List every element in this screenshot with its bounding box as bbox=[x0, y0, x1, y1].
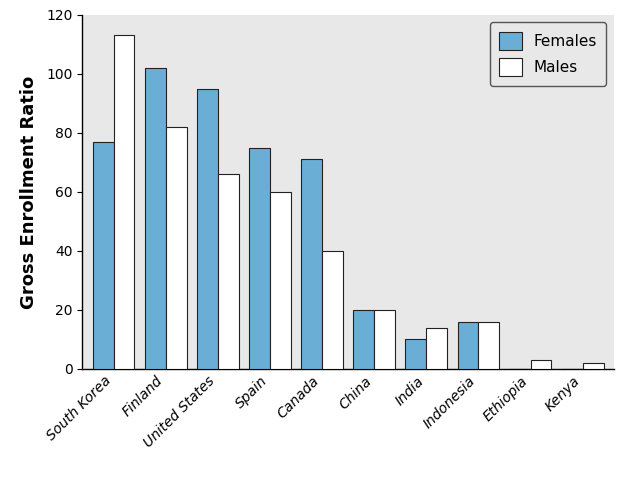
Bar bbox=[353, 310, 374, 369]
Bar bbox=[458, 322, 479, 369]
Bar bbox=[406, 339, 427, 369]
Bar bbox=[301, 159, 322, 369]
Bar bbox=[374, 310, 395, 369]
Bar bbox=[427, 328, 447, 369]
Bar bbox=[197, 89, 218, 369]
Legend: Females, Males: Females, Males bbox=[489, 23, 606, 86]
Bar bbox=[583, 363, 604, 369]
Bar bbox=[270, 192, 291, 369]
Y-axis label: Gross Enrollment Ratio: Gross Enrollment Ratio bbox=[20, 75, 38, 308]
Bar bbox=[479, 322, 499, 369]
Bar bbox=[166, 127, 187, 369]
Bar bbox=[92, 142, 113, 369]
Bar bbox=[113, 35, 134, 369]
Bar bbox=[249, 148, 270, 369]
Bar bbox=[218, 174, 239, 369]
Bar bbox=[322, 251, 343, 369]
Bar bbox=[530, 360, 551, 369]
Bar bbox=[145, 68, 166, 369]
